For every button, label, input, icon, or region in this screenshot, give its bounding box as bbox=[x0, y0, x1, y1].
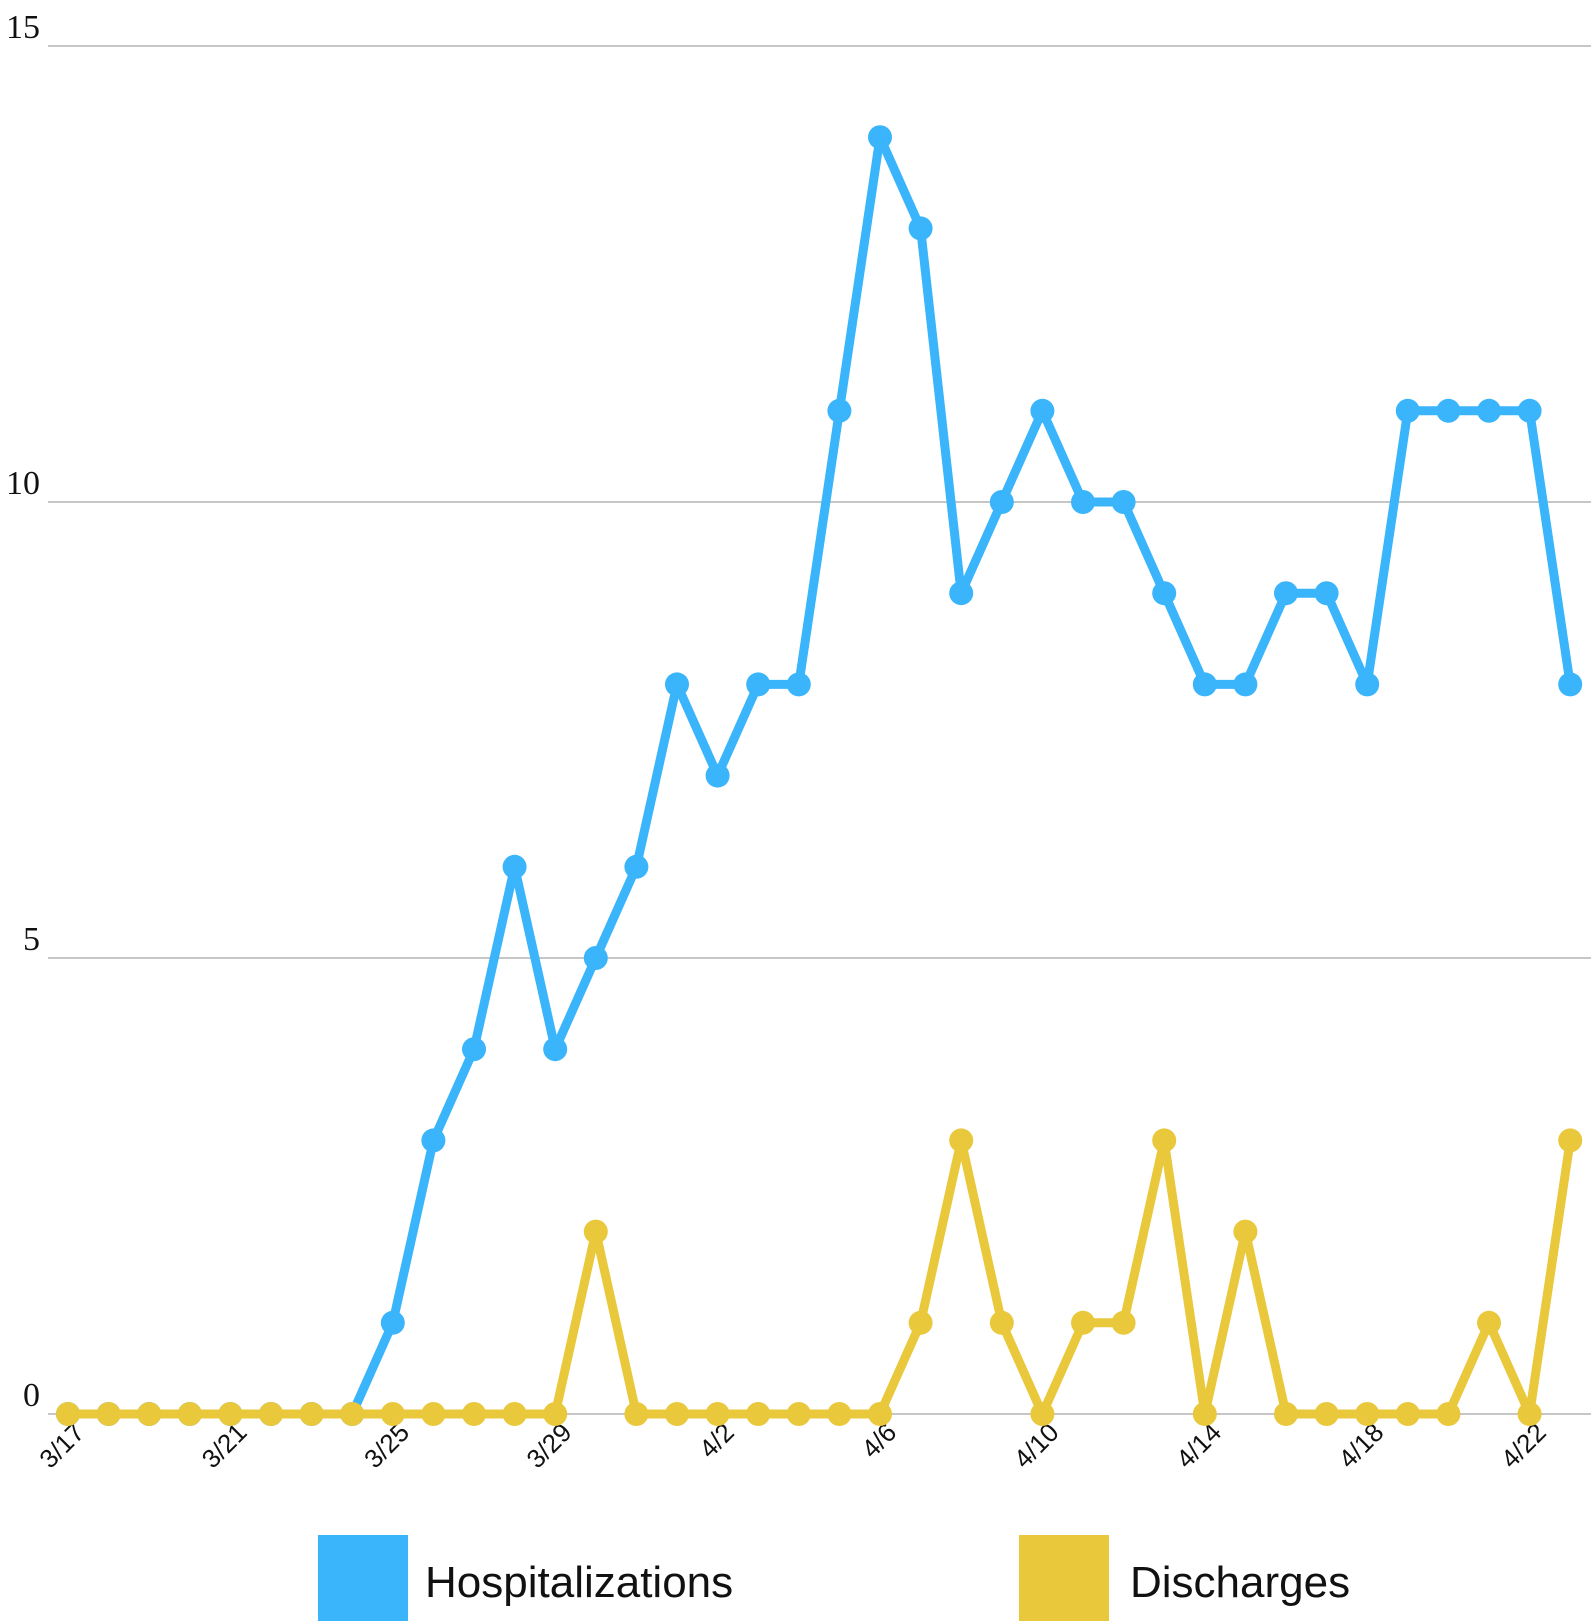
data-point-hospitalizations-4-16 bbox=[1274, 581, 1298, 606]
x-tick-label-3-29: 3/29 bbox=[520, 1417, 577, 1474]
x-tick-label-4-18: 4/18 bbox=[1332, 1417, 1389, 1474]
data-point-hospitalizations-4-11 bbox=[1071, 490, 1095, 514]
y-tick-label-5: 5 bbox=[23, 921, 40, 958]
data-point-discharges-4-21 bbox=[1477, 1310, 1501, 1335]
data-point-discharges-3-24 bbox=[340, 1402, 365, 1426]
data-point-discharges-3-22 bbox=[259, 1402, 283, 1426]
data-point-hospitalizations-4-23 bbox=[1558, 672, 1583, 697]
data-point-discharges-4-2 bbox=[705, 1402, 730, 1426]
data-point-discharges-4-7 bbox=[908, 1310, 933, 1335]
data-point-hospitalizations-4-21 bbox=[1477, 398, 1501, 423]
data-point-hospitalizations-4-15 bbox=[1233, 672, 1258, 697]
x-tick-label-4-22: 4/22 bbox=[1495, 1417, 1552, 1474]
data-point-discharges-3-28 bbox=[502, 1402, 527, 1426]
data-point-hospitalizations-4-4 bbox=[786, 672, 811, 697]
data-point-discharges-3-31 bbox=[624, 1402, 649, 1426]
data-point-discharges-4-19 bbox=[1395, 1402, 1420, 1426]
x-tick-label-4-14: 4/14 bbox=[1170, 1417, 1227, 1474]
data-point-discharges-4-17 bbox=[1314, 1402, 1339, 1426]
data-point-discharges-4-20 bbox=[1436, 1402, 1461, 1426]
data-point-discharges-4-3 bbox=[746, 1402, 771, 1426]
x-tick-label-4-10: 4/10 bbox=[1008, 1417, 1065, 1474]
series-line-hospitalizations bbox=[63, 132, 1575, 1419]
data-point-discharges-3-29 bbox=[543, 1402, 568, 1426]
y-tick-label-15: 15 bbox=[6, 9, 40, 46]
legend: Hospitalizations Discharges bbox=[318, 1535, 1350, 1621]
data-point-discharges-3-20 bbox=[177, 1402, 202, 1426]
data-point-discharges-3-17 bbox=[56, 1402, 80, 1426]
data-point-discharges-4-15 bbox=[1233, 1219, 1258, 1244]
series-discharges bbox=[56, 1128, 1583, 1426]
data-point-hospitalizations-4-5 bbox=[827, 398, 852, 423]
gridlines bbox=[48, 45, 1591, 1415]
data-point-discharges-3-19 bbox=[137, 1402, 162, 1426]
data-point-discharges-3-23 bbox=[299, 1402, 324, 1426]
data-point-hospitalizations-4-6 bbox=[868, 125, 892, 150]
data-point-discharges-3-27 bbox=[462, 1402, 486, 1426]
data-point-hospitalizations-3-26 bbox=[421, 1128, 446, 1153]
data-point-hospitalizations-3-31 bbox=[624, 854, 649, 879]
data-point-hospitalizations-4-1 bbox=[665, 672, 689, 697]
x-tick-label-3-25: 3/25 bbox=[358, 1417, 415, 1474]
data-point-hospitalizations-4-13 bbox=[1152, 581, 1177, 606]
y-tick-label-10: 10 bbox=[6, 465, 40, 502]
data-point-discharges-4-13 bbox=[1152, 1128, 1177, 1153]
data-point-discharges-4-14 bbox=[1192, 1402, 1217, 1426]
data-point-hospitalizations-3-29 bbox=[543, 1037, 568, 1062]
data-point-discharges-4-1 bbox=[665, 1402, 689, 1426]
data-point-discharges-3-25 bbox=[380, 1402, 405, 1426]
data-point-hospitalizations-4-22 bbox=[1517, 398, 1542, 423]
data-point-hospitalizations-4-17 bbox=[1314, 581, 1339, 606]
legend-label-discharges: Discharges bbox=[1130, 1558, 1350, 1607]
data-point-discharges-4-18 bbox=[1355, 1402, 1380, 1426]
legend-swatch-discharges bbox=[1019, 1535, 1109, 1621]
data-point-hospitalizations-4-12 bbox=[1111, 490, 1136, 514]
data-point-discharges-3-26 bbox=[421, 1402, 446, 1426]
data-point-hospitalizations-4-9 bbox=[989, 490, 1014, 514]
data-point-discharges-4-23 bbox=[1558, 1128, 1583, 1153]
data-point-discharges-3-30 bbox=[583, 1219, 608, 1244]
y-tick-label-0: 0 bbox=[23, 1377, 40, 1414]
data-point-hospitalizations-3-25 bbox=[380, 1310, 405, 1335]
x-tick-label-3-21: 3/21 bbox=[196, 1417, 253, 1474]
data-point-hospitalizations-3-28 bbox=[502, 854, 527, 879]
data-point-hospitalizations-4-8 bbox=[949, 581, 974, 606]
data-point-discharges-4-4 bbox=[786, 1402, 811, 1426]
y-axis: 0 5 10 15 bbox=[6, 9, 40, 1414]
data-point-hospitalizations-4-10 bbox=[1030, 398, 1055, 423]
data-point-discharges-4-8 bbox=[949, 1128, 974, 1153]
series-line-discharges bbox=[63, 1135, 1575, 1419]
data-point-hospitalizations-4-7 bbox=[908, 216, 933, 241]
data-point-discharges-4-10 bbox=[1030, 1402, 1055, 1426]
legend-swatch-hospitalizations bbox=[318, 1535, 408, 1621]
series-layer bbox=[56, 125, 1583, 1426]
data-point-hospitalizations-3-30 bbox=[583, 946, 608, 970]
data-point-discharges-4-9 bbox=[989, 1310, 1014, 1335]
data-point-hospitalizations-4-3 bbox=[746, 672, 771, 697]
x-tick-label-3-17: 3/17 bbox=[33, 1417, 90, 1474]
data-point-discharges-3-18 bbox=[96, 1402, 121, 1426]
data-point-discharges-3-21 bbox=[218, 1402, 243, 1426]
data-point-hospitalizations-4-2 bbox=[705, 763, 730, 788]
data-point-hospitalizations-3-27 bbox=[462, 1037, 486, 1062]
data-point-discharges-4-22 bbox=[1517, 1402, 1542, 1426]
data-point-discharges-4-5 bbox=[827, 1402, 852, 1426]
data-point-hospitalizations-4-14 bbox=[1192, 672, 1217, 697]
data-point-hospitalizations-4-19 bbox=[1395, 398, 1420, 423]
data-point-discharges-4-16 bbox=[1274, 1402, 1298, 1426]
data-point-discharges-4-12 bbox=[1111, 1310, 1136, 1335]
series-hospitalizations bbox=[56, 125, 1583, 1426]
legend-label-hospitalizations: Hospitalizations bbox=[425, 1558, 733, 1607]
data-point-hospitalizations-4-18 bbox=[1355, 672, 1380, 697]
data-point-discharges-4-6 bbox=[868, 1402, 892, 1426]
data-point-discharges-4-11 bbox=[1071, 1310, 1095, 1335]
data-point-hospitalizations-4-20 bbox=[1436, 398, 1461, 423]
